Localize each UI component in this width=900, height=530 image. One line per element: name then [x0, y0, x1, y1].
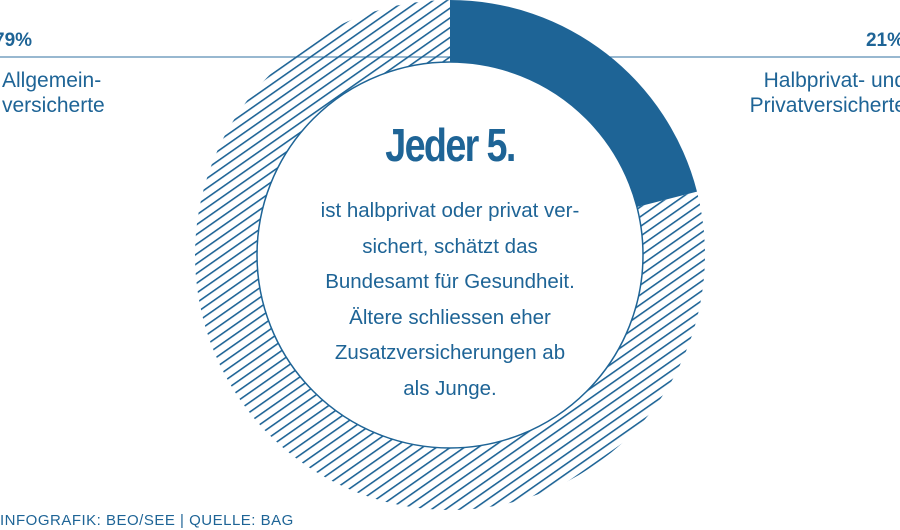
category-left-label: Allgemein- versicherte — [2, 69, 105, 117]
pie-slices — [195, 0, 706, 510]
source-credit: INFOGRAFIK: BEO/SEE | QUELLE: BAG — [0, 512, 294, 529]
percent-left-label: 79% — [0, 30, 33, 51]
category-right-label: Halbprivat- und Privatversicherte — [749, 69, 900, 117]
percent-right-label: 21% — [865, 30, 900, 51]
slice-halbprivat-privat — [450, 0, 697, 208]
inner-circle — [256, 61, 644, 449]
center-text: ist halbprivat oder privat ver- sichert,… — [320, 199, 580, 400]
headline: Jeder 5. — [385, 119, 516, 171]
